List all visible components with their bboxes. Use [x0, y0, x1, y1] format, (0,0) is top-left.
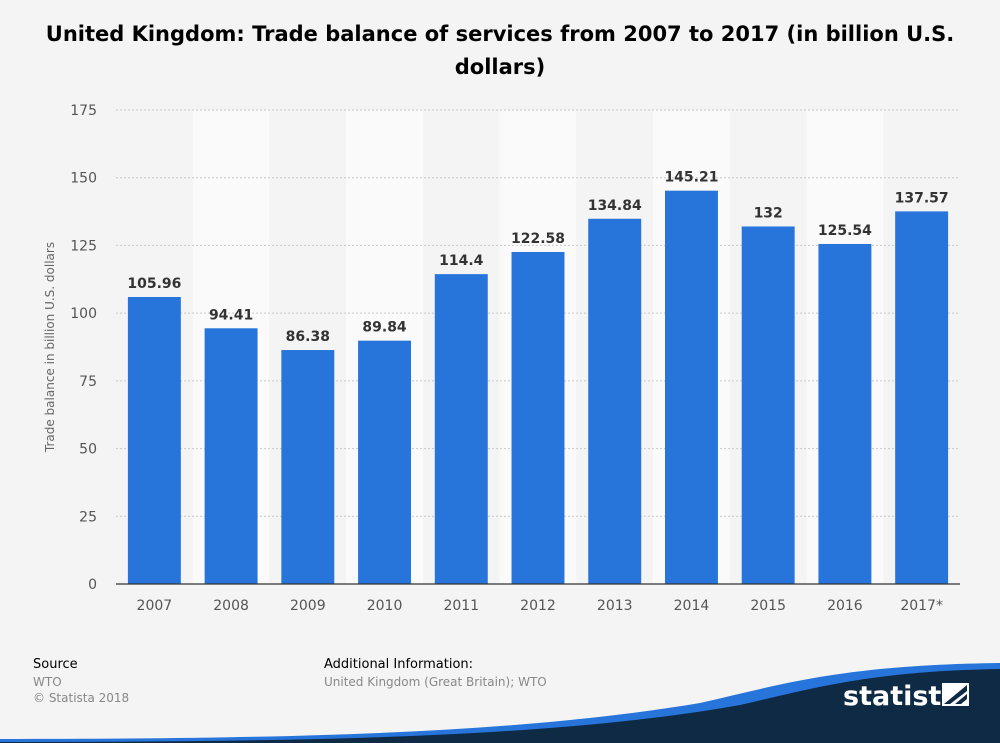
bar-value-label: 86.38 [286, 329, 330, 345]
x-tick-label: 2009 [290, 598, 326, 614]
bar-value-label: 114.4 [439, 253, 484, 269]
bar-value-label: 145.21 [664, 170, 718, 186]
bar-value-label: 137.57 [895, 190, 949, 206]
y-tick-label: 0 [88, 577, 97, 593]
bar[interactable] [511, 251, 565, 584]
x-tick-label: 2007 [137, 598, 173, 614]
x-tick-label: 2010 [367, 598, 403, 614]
y-tick-label: 175 [70, 103, 97, 119]
statista-wordmark: statista [843, 681, 960, 712]
y-tick-label: 50 [79, 442, 97, 458]
x-tick-label: 2011 [443, 598, 479, 614]
bar-value-label: 125.54 [818, 223, 872, 239]
bar-value-label: 132 [754, 205, 783, 221]
banner-dark-swoosh [0, 669, 1000, 743]
bar[interactable] [204, 328, 258, 584]
bar[interactable] [664, 190, 718, 584]
bar[interactable] [358, 340, 412, 584]
statista-logo-icon [942, 683, 969, 706]
x-axis-ticks: 2007 2008 2009 2010 2011 2012 2013 2014 2015 2016… [137, 598, 943, 614]
bar[interactable] [434, 274, 488, 584]
y-axis-ticks: 0 25 50 75 100 125 150 175 [70, 103, 97, 593]
bar[interactable] [281, 350, 335, 584]
bar[interactable] [895, 211, 949, 584]
source-value[interactable]: WTO [33, 675, 62, 689]
bar-value-label: 134.84 [588, 198, 642, 214]
y-tick-label: 150 [70, 171, 97, 187]
statista-logo-banner[interactable]: statista [0, 663, 1000, 743]
value-labels: 105.96 94.41 86.38 89.84 114.4 122.58 134.84 14… [127, 170, 948, 345]
x-tick-label: 2008 [213, 598, 249, 614]
y-tick-label: 75 [79, 374, 97, 390]
x-tick-label: 2014 [674, 598, 710, 614]
source-label: Source [33, 657, 78, 672]
additional-info-label: Additional Information: [324, 657, 474, 672]
y-tick-label: 125 [70, 238, 97, 254]
bars [127, 190, 949, 584]
bar[interactable] [588, 218, 642, 584]
bar-value-label: 105.96 [127, 276, 181, 292]
y-tick-label: 100 [70, 306, 97, 322]
y-tick-label: 25 [79, 509, 97, 525]
x-tick-label: 2016 [827, 598, 863, 614]
y-axis-label: Trade balance in billion U.S. dollars [43, 242, 57, 453]
x-tick-label: 2013 [597, 598, 633, 614]
chart-title: United Kingdom: Trade balance of service… [45, 22, 955, 79]
x-tick-label: 2012 [520, 598, 556, 614]
bar[interactable] [127, 296, 181, 584]
bar-value-label: 94.41 [209, 307, 253, 323]
bar[interactable] [741, 226, 795, 584]
bar[interactable] [818, 243, 872, 584]
x-tick-label: 2017* [900, 598, 943, 614]
bar-value-label: 89.84 [362, 320, 407, 336]
bar-value-label: 122.58 [511, 231, 565, 247]
x-tick-label: 2015 [750, 598, 786, 614]
additional-info-value: United Kingdom (Great Britain); WTO [324, 675, 547, 689]
copyright-text[interactable]: © Statista 2018 [33, 691, 130, 705]
